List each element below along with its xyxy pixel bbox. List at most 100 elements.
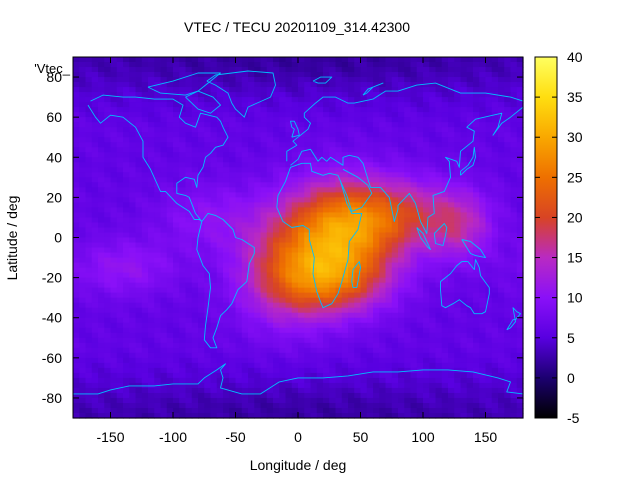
heatmap-cell [198, 402, 205, 409]
heatmap-cell [479, 362, 487, 369]
heatmap-cell [291, 227, 299, 234]
heatmap-cell [298, 92, 305, 98]
heatmap-cell [354, 317, 362, 324]
heatmap-cell [179, 287, 187, 294]
heatmap-cell [260, 152, 268, 158]
heatmap-cell [104, 92, 112, 98]
heatmap-cell [435, 312, 443, 319]
heatmap-cell [254, 77, 262, 83]
heatmap-cell [335, 77, 343, 83]
heatmap-cell [348, 72, 355, 78]
heatmap-cell [335, 392, 343, 399]
heatmap-cell [479, 57, 487, 63]
heatmap-cell [73, 267, 80, 274]
heatmap-cell [348, 387, 355, 394]
heatmap-cell [341, 162, 349, 168]
heatmap-cell [266, 237, 274, 244]
heatmap-cell [73, 367, 80, 374]
heatmap-cell [160, 172, 168, 178]
heatmap-cell [435, 192, 443, 198]
heatmap-cell [241, 167, 249, 173]
heatmap-cell [435, 152, 443, 158]
heatmap-cell [504, 337, 512, 344]
heatmap-cell [185, 372, 193, 379]
heatmap-cell [254, 167, 262, 173]
heatmap-cell [473, 132, 480, 138]
heatmap-cell [460, 392, 468, 399]
heatmap-cell [354, 112, 362, 118]
heatmap-cell [348, 317, 355, 324]
heatmap-cell [116, 297, 124, 304]
heatmap-cell [329, 347, 337, 354]
heatmap-cell [485, 252, 493, 259]
heatmap-cell [223, 217, 230, 224]
heatmap-cell [173, 162, 180, 168]
heatmap-cell [435, 202, 443, 209]
heatmap-cell [391, 392, 399, 399]
heatmap-cell [423, 322, 430, 329]
heatmap-cell [248, 72, 255, 78]
heatmap-cell [291, 217, 299, 224]
heatmap-cell [160, 177, 168, 183]
heatmap-cell [448, 112, 455, 118]
heatmap-cell [335, 62, 343, 68]
heatmap-cell [216, 192, 224, 198]
heatmap-cell [435, 262, 443, 269]
heatmap-cell [391, 292, 399, 299]
heatmap-cell [379, 357, 387, 364]
heatmap-cell [79, 197, 87, 203]
heatmap-cell [110, 237, 118, 244]
heatmap-cell [179, 172, 187, 178]
heatmap-cell [354, 62, 362, 68]
heatmap-cell [473, 397, 480, 404]
heatmap-cell [198, 292, 205, 299]
heatmap-cell [423, 392, 430, 399]
heatmap-cell [79, 392, 87, 399]
heatmap-cell [204, 362, 212, 369]
heatmap-cell [341, 212, 349, 219]
heatmap-cell [429, 172, 437, 178]
heatmap-cell [266, 107, 274, 113]
heatmap-cell [266, 227, 274, 234]
heatmap-cell [291, 147, 299, 153]
heatmap-cell [323, 282, 330, 289]
heatmap-cell [498, 357, 505, 364]
heatmap-cell [148, 277, 155, 284]
heatmap-cell [316, 202, 324, 209]
heatmap-cell [85, 217, 93, 224]
heatmap-cell [185, 77, 193, 83]
heatmap-cell [423, 157, 430, 163]
heatmap-cell [360, 237, 368, 244]
heatmap-cell [473, 107, 480, 113]
heatmap-cell [498, 137, 505, 143]
heatmap-cell [73, 77, 80, 83]
heatmap-cell [516, 237, 524, 244]
heatmap-cell [135, 272, 143, 279]
heatmap-cell [310, 157, 318, 163]
heatmap-cell [173, 367, 180, 374]
heatmap-cell [279, 342, 287, 349]
heatmap-cell [516, 87, 524, 93]
heatmap-cell [266, 312, 274, 319]
heatmap-cell [285, 397, 293, 404]
heatmap-cell [510, 242, 518, 249]
heatmap-cell [510, 372, 518, 379]
heatmap-cell [235, 312, 243, 319]
heatmap-cell [98, 97, 105, 103]
heatmap-cell [279, 127, 287, 133]
heatmap-cell [398, 327, 405, 334]
heatmap-cell [241, 107, 249, 113]
heatmap-cell [223, 157, 230, 163]
heatmap-cell [423, 232, 430, 239]
heatmap-cell [285, 257, 293, 264]
heatmap-cell [229, 122, 237, 128]
heatmap-cell [441, 167, 449, 173]
heatmap-cell [191, 62, 199, 68]
heatmap-cell [329, 392, 337, 399]
heatmap-cell [85, 357, 93, 364]
heatmap-cell [260, 307, 268, 314]
heatmap-cell [454, 322, 462, 329]
heatmap-cell [391, 127, 399, 133]
heatmap-cell [98, 297, 105, 304]
heatmap-cell [73, 222, 80, 229]
